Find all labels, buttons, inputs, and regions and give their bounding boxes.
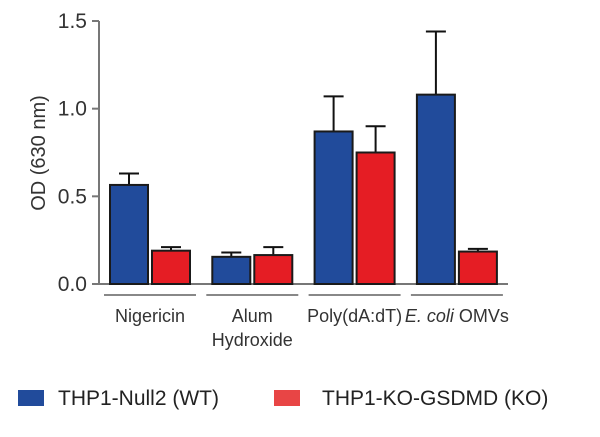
x-category-label-italic: E. coli: [405, 306, 455, 326]
bar-wt: [415, 93, 456, 285]
bar-wt: [109, 183, 149, 285]
bar-ko: [253, 254, 294, 286]
category-labels: Nigericin Alum Hydroxide Poly(dA:dT) E. coli…: [104, 294, 509, 350]
x-category-label: Alum: [232, 306, 273, 326]
bar-ko: [151, 249, 191, 285]
bar-ko: [355, 151, 396, 285]
x-category-label: Hydroxide: [212, 330, 293, 350]
legend-label-wt: THP1-Null2 (WT): [58, 387, 219, 410]
y-tick-label: 1.5: [58, 10, 87, 33]
y-tick-label: 1.0: [58, 98, 87, 121]
legend-swatch-ko: [274, 390, 300, 406]
bar-wt: [313, 130, 354, 285]
y-tick-label: 0.5: [58, 185, 87, 208]
y-axis-label: OD (630 nm): [28, 95, 50, 211]
x-category-label: Poly(dA:dT): [307, 306, 402, 326]
bar-ko: [457, 250, 498, 286]
bars: [109, 30, 498, 286]
bar-wt: [211, 255, 252, 285]
legend-label-ko: THP1-KO-GSDMD (KO): [322, 387, 548, 410]
legend-swatch-wt: [18, 390, 44, 406]
x-category-label: Nigericin: [115, 306, 185, 326]
x-category-label: E. coli OMVs: [405, 306, 509, 326]
y-tick-label: 0.0: [58, 273, 87, 296]
x-category-label-rest: OMVs: [454, 306, 509, 326]
legend: THP1-Null2 (WT) THP1-KO-GSDMD (KO): [18, 387, 548, 410]
